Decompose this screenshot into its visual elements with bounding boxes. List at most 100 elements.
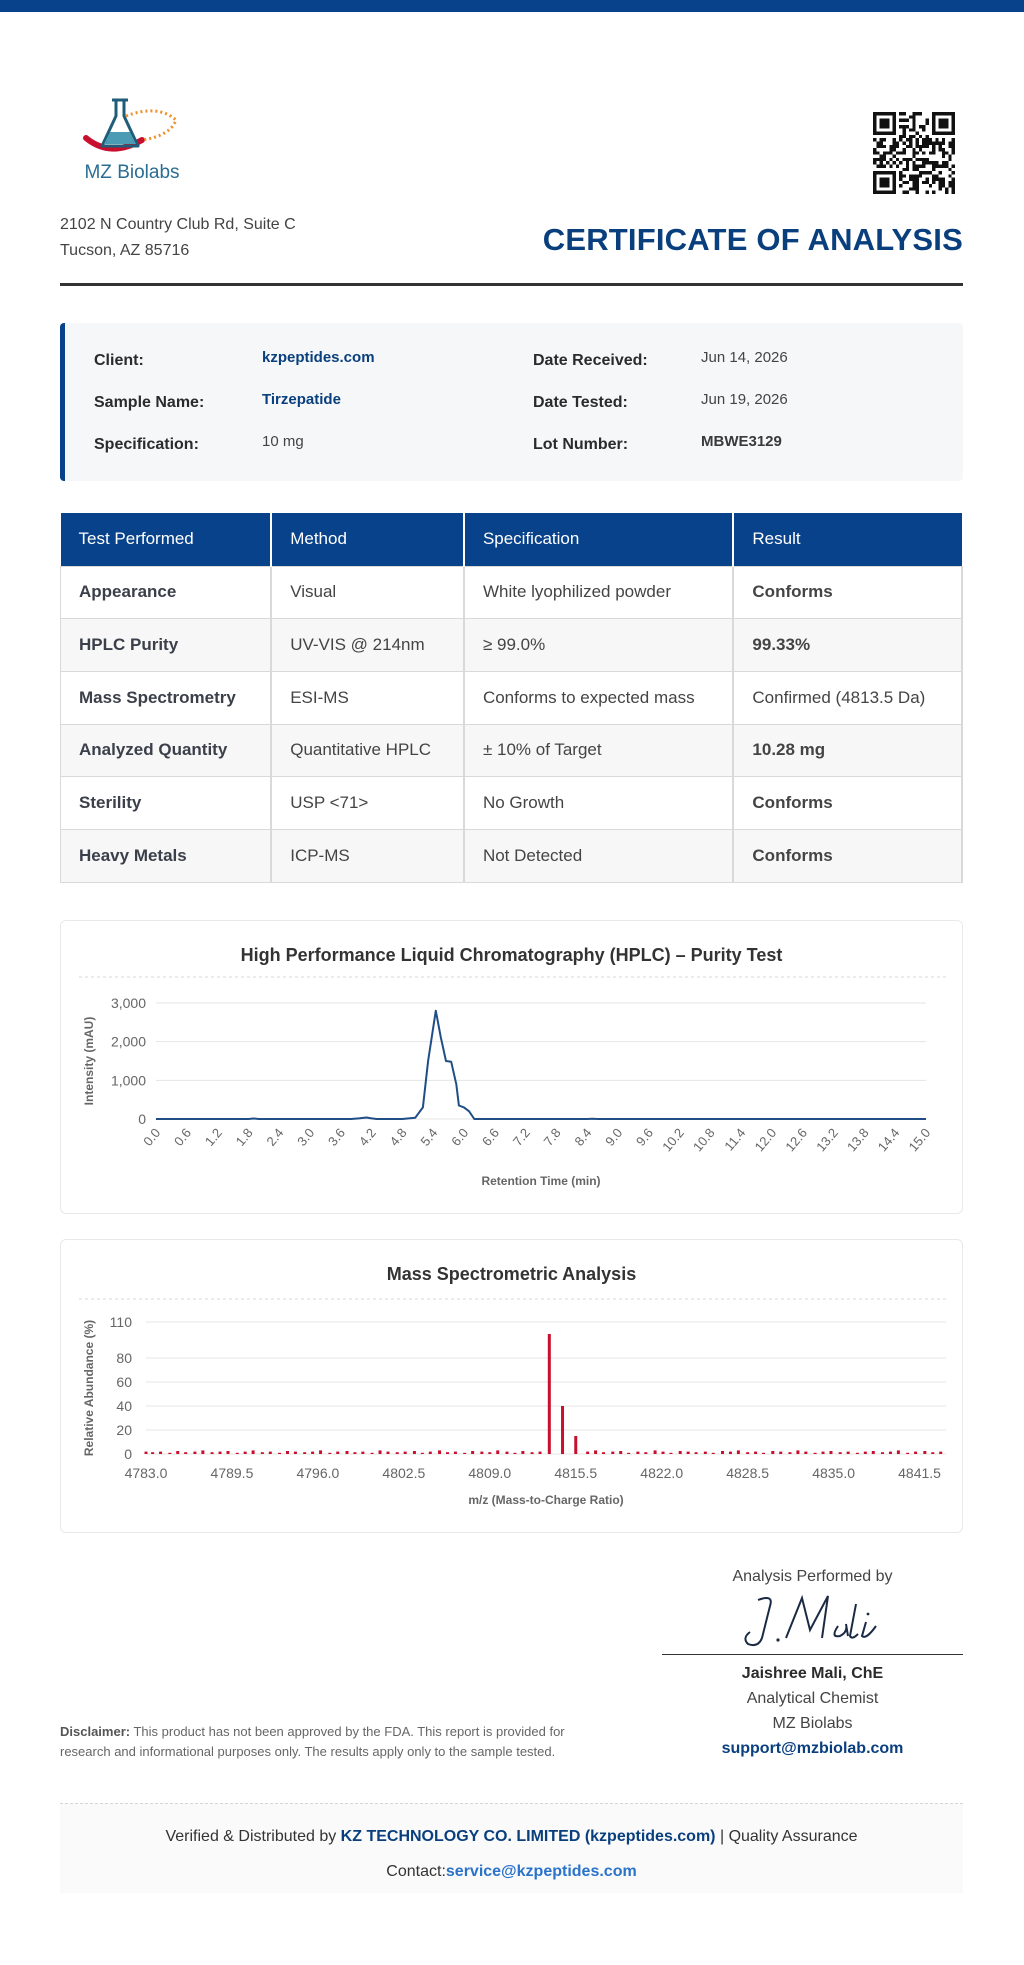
sample-info-panel: Client: kzpeptides.com Sample Name: Tirz…: [60, 323, 963, 481]
noise-bar: [513, 1452, 517, 1454]
lab-logo: MZ Biolabs: [80, 96, 184, 188]
x-tick-label: 4.2: [356, 1125, 379, 1148]
noise-bar: [488, 1452, 492, 1454]
test-method: Visual: [270, 565, 465, 620]
noise-bar: [463, 1452, 467, 1454]
noise-bar: [293, 1451, 297, 1454]
hplc-chart-title: High Performance Liquid Chromatography (…: [240, 945, 783, 965]
noise-bar: [420, 1452, 424, 1454]
table-row: HPLC Purity UV-VIS @ 214nm ≥ 99.0% 99.33…: [60, 618, 963, 672]
analyst-role: Analytical Chemist: [746, 1690, 879, 1707]
support-email-link[interactable]: support@mzbiolab.com: [721, 1740, 904, 1757]
test-result: Conforms: [732, 776, 963, 830]
noise-bar: [855, 1452, 859, 1454]
qr-code-icon[interactable]: [873, 112, 955, 194]
noise-bar: [931, 1452, 935, 1454]
contact-email-link[interactable]: service@kzpeptides.com: [445, 1863, 637, 1880]
sample-name-label: Sample Name:: [94, 394, 205, 411]
y-tick-label: 80: [116, 1350, 132, 1366]
y-tick-label: 1,000: [111, 1072, 146, 1088]
noise-bar: [151, 1452, 155, 1454]
x-axis-label: Retention Time (min): [481, 1174, 600, 1188]
noise-bar: [184, 1452, 188, 1454]
noise-bar: [480, 1451, 484, 1454]
noise-bar: [871, 1451, 875, 1454]
footer: Verified & Distributed by KZ TECHNOLOGY …: [60, 1803, 963, 1893]
x-tick-label: 9.0: [602, 1125, 625, 1148]
test-specification: No Growth: [463, 776, 735, 830]
test-name: Analyzed Quantity: [60, 723, 273, 778]
noise-bar: [521, 1451, 525, 1454]
noise-bar: [438, 1450, 442, 1454]
test-result: Conforms: [732, 828, 963, 883]
noise-bar: [445, 1452, 449, 1454]
noise-bar: [210, 1452, 214, 1454]
x-tick-label: 1.8: [233, 1125, 256, 1148]
x-tick-label: 13.2: [813, 1125, 841, 1154]
x-tick-label: 1.2: [202, 1125, 225, 1148]
y-axis-label: Intensity (mAU): [82, 1017, 96, 1106]
test-method: ESI-MS: [270, 670, 465, 725]
noise-bar: [193, 1451, 197, 1454]
y-tick-label: 2,000: [111, 1034, 146, 1050]
handwritten-signature: [662, 1586, 963, 1654]
analyst-organization: MZ Biolabs: [772, 1715, 853, 1732]
table-header-row: Test Performed Method Specification Resu…: [60, 513, 962, 566]
noise-bar: [821, 1451, 825, 1454]
x-tick-label: 13.8: [844, 1125, 872, 1154]
y-tick-label: 110: [110, 1314, 133, 1330]
test-name: Mass Spectrometry: [60, 670, 273, 725]
x-tick-label: 9.6: [633, 1125, 656, 1148]
column-header: Specification: [463, 513, 735, 566]
noise-bar: [906, 1452, 910, 1454]
table-row: Mass Spectrometry ESI-MS Conforms to exp…: [60, 670, 963, 725]
noise-bar: [914, 1451, 918, 1454]
lab-address: 2102 N Country Club Rd, Suite C Tucson, …: [60, 212, 296, 264]
x-tick-label: 6.6: [479, 1125, 502, 1148]
test-result: Conforms: [732, 565, 963, 620]
noise-bar: [159, 1451, 163, 1454]
noise-bar: [311, 1451, 315, 1454]
noise-bar: [754, 1451, 758, 1454]
x-tick-label: 12.0: [752, 1125, 780, 1154]
lab-name: MZ Biolabs: [84, 162, 180, 183]
ms-chart-card: Mass Spectrometric Analysis 0 20 40 60 80 110…: [60, 1239, 963, 1533]
noise-bar: [594, 1450, 598, 1454]
noise-bar: [627, 1452, 631, 1454]
noise-bar: [728, 1451, 732, 1454]
noise-bar: [378, 1450, 382, 1454]
x-tick-label: 4841.5: [898, 1465, 941, 1481]
noise-bar: [226, 1451, 230, 1454]
x-tick-label: 8.4: [571, 1125, 594, 1148]
x-tick-label: 5.4: [417, 1125, 440, 1148]
test-method: ICP-MS: [270, 828, 465, 883]
mass-spec-chart: 0 20 40 60 80 110 4783.0 4789.5 4796.0 4802.5 4809…: [79, 1298, 946, 1507]
noise-bar: [762, 1452, 766, 1454]
noise-bar: [678, 1451, 682, 1454]
noise-bar: [863, 1451, 867, 1454]
table-row: Analyzed Quantity Quantitative HPLC ± 10…: [60, 723, 963, 778]
noise-bar: [653, 1450, 657, 1454]
x-tick-label: 11.4: [721, 1125, 748, 1153]
y-tick-label: 3,000: [111, 995, 146, 1011]
noise-bar: [538, 1451, 542, 1454]
x-axis-label: m/z (Mass-to-Charge Ratio): [468, 1493, 623, 1507]
test-result: 99.33%: [732, 618, 963, 672]
date-received-value: Jun 14, 2026: [701, 349, 788, 366]
noise-bar: [602, 1452, 606, 1454]
noise-bar: [370, 1452, 374, 1454]
header-divider: [60, 283, 963, 286]
noise-bar: [619, 1451, 623, 1454]
x-tick-label: 6.0: [448, 1125, 471, 1148]
top-accent-bar: [0, 0, 1024, 12]
distributor-company: KZ TECHNOLOGY CO. LIMITED (kzpeptides.co…: [340, 1828, 716, 1845]
x-tick-label: 12.6: [782, 1125, 810, 1154]
peak-bar: [561, 1406, 565, 1454]
test-name: HPLC Purity: [60, 618, 273, 672]
document-title: CERTIFICATE OF ANALYSIS: [542, 222, 963, 257]
signature-line: [662, 1654, 963, 1655]
noise-bar: [412, 1451, 416, 1454]
noise-bar: [846, 1451, 850, 1454]
lot-number-value: MBWE3129: [701, 433, 782, 450]
noise-bar: [144, 1451, 148, 1454]
